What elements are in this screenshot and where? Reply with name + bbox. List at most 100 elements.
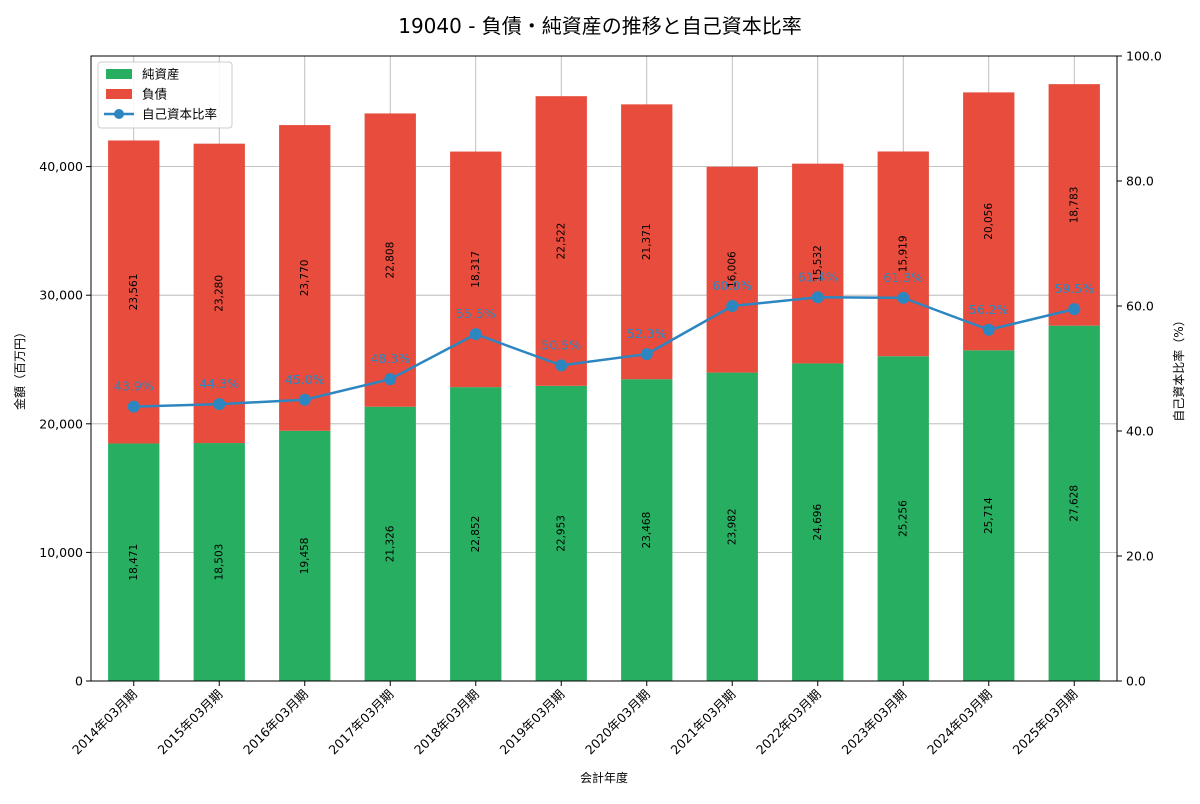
bar-liabilities	[193, 143, 245, 444]
bar-label-net-assets: 27,628	[1068, 485, 1080, 522]
x-tick-label: 2020年03月期	[582, 687, 653, 758]
ratio-point-label: 43.9%	[114, 379, 154, 394]
ratio-line-series: 43.9% 44.3% 45.0% 48.3% 55.5% 50.5% 52.3% 60.0%…	[114, 269, 1094, 413]
bar-label-net-assets: 25,714	[983, 497, 995, 534]
bar-label-net-assets: 24,696	[812, 504, 824, 541]
bar-label-liabilities: 15,532	[812, 245, 824, 282]
bar-label-net-assets: 19,458	[299, 538, 311, 575]
bar-label-liabilities: 20,056	[983, 203, 995, 240]
bar-net-assets	[535, 385, 587, 681]
x-tick-label: 2017年03月期	[326, 687, 397, 758]
ratio-point-label: 44.3%	[199, 376, 239, 391]
bar-liabilities	[535, 96, 587, 386]
y-tick-label: 20,000	[39, 416, 83, 431]
x-tick-label: 2023年03月期	[839, 687, 910, 758]
ratio-point-label: 48.3%	[370, 351, 410, 366]
bar-label-liabilities: 16,006	[726, 251, 738, 288]
y-tick-label: 30,000	[39, 288, 83, 303]
bar-label-liabilities: 21,371	[641, 223, 653, 260]
y2-tick-label: 60.0	[1126, 299, 1154, 314]
bar-label-liabilities: 15,919	[897, 235, 909, 272]
bar-net-assets	[193, 443, 245, 681]
x-tick-label: 2018年03月期	[411, 687, 482, 758]
bar-label-net-assets: 21,326	[384, 525, 396, 562]
legend-label-ratio: 自己資本比率	[142, 107, 217, 122]
ratio-point	[555, 359, 568, 372]
ratio-point-label: 50.5%	[541, 337, 581, 352]
bar-liabilities	[792, 163, 844, 364]
y2-tick-label: 80.0	[1126, 174, 1154, 189]
ratio-point-label: 61.4%	[798, 269, 838, 284]
bar-net-assets	[963, 350, 1015, 681]
bar-label-liabilities: 18,783	[1068, 187, 1080, 224]
bar-net-assets	[108, 443, 160, 681]
bar-label-net-assets: 22,852	[470, 516, 482, 553]
x-tick-label: 2016年03月期	[240, 687, 311, 758]
bar-net-assets	[364, 406, 416, 681]
x-tick-label: 2014年03月期	[69, 687, 140, 758]
y2-tick-label: 40.0	[1126, 424, 1154, 439]
y-tick-label: 10,000	[39, 545, 83, 560]
ratio-point	[640, 348, 653, 361]
plot-frame	[90, 55, 1118, 682]
y2-tick-label: 20.0	[1126, 549, 1154, 564]
ratio-point-label: 61.3%	[883, 270, 923, 285]
y2-tick-label: 0.0	[1126, 674, 1146, 689]
x-tick-label: 2024年03月期	[924, 687, 995, 758]
legend-swatch-liabilities	[106, 89, 132, 99]
y-axis-right: 0.0 20.0 40.0 60.0 80.0 100.0	[1117, 49, 1162, 689]
bar-liabilities	[621, 104, 673, 380]
ratio-line	[133, 295, 1075, 408]
legend-label-net-assets: 純資産	[142, 67, 180, 82]
bar-liabilities	[108, 140, 160, 444]
bar-series	[108, 84, 1100, 681]
bar-net-assets	[279, 430, 331, 681]
y-tick-label: 0	[75, 674, 83, 689]
y2-tick-label: 100.0	[1126, 49, 1162, 64]
chart-title: 19040 - 負債・純資産の推移と自己資本比率	[398, 14, 802, 38]
x-tick-label: 2015年03月期	[155, 687, 226, 758]
bar-label-net-assets: 22,953	[555, 515, 567, 552]
bar-label-net-assets: 23,468	[641, 512, 653, 549]
ratio-point	[213, 398, 226, 411]
legend-label-liabilities: 負債	[142, 87, 167, 102]
bar-label-liabilities: 18,317	[470, 251, 482, 288]
y-axis-right-label: 自己資本比率（%）	[1171, 314, 1186, 421]
legend-swatch-ratio-marker	[114, 109, 124, 119]
bar-net-assets	[877, 356, 929, 681]
bar-liabilities	[1048, 84, 1100, 326]
bar-liabilities	[279, 125, 331, 431]
ratio-point-label: 45.0%	[285, 372, 325, 387]
bar-value-labels: 18,471 23,561 18,503 23,280 19,458 23,770 21,3…	[128, 187, 1081, 581]
bar-label-liabilities: 22,808	[384, 242, 396, 279]
bar-label-net-assets: 25,256	[897, 500, 909, 537]
bar-label-liabilities: 23,561	[128, 274, 140, 311]
ratio-point	[726, 300, 739, 312]
bar-liabilities	[877, 151, 929, 357]
x-axis-label: 会計年度	[580, 770, 628, 785]
ratio-point-label: 59.5%	[1054, 281, 1094, 296]
bar-net-assets	[450, 387, 502, 681]
bar-net-assets	[706, 372, 758, 681]
bar-label-liabilities: 22,522	[555, 223, 567, 260]
x-tick-label: 2021年03月期	[668, 687, 739, 758]
bar-net-assets	[621, 379, 673, 681]
ratio-point	[811, 291, 824, 304]
ratio-point-label: 52.3%	[627, 326, 667, 341]
bar-net-assets	[792, 363, 844, 681]
bar-label-net-assets: 23,982	[726, 508, 738, 545]
bar-label-liabilities: 23,770	[299, 260, 311, 297]
ratio-point	[897, 291, 910, 304]
bar-label-liabilities: 23,280	[213, 275, 225, 312]
ratio-point	[469, 328, 482, 341]
bar-liabilities	[364, 113, 416, 407]
y-axis-left-label: 金額（百万円）	[12, 326, 27, 410]
bar-liabilities	[706, 166, 758, 373]
x-tick-label: 2022年03月期	[753, 687, 824, 758]
ratio-point-label: 56.2%	[969, 302, 1009, 317]
legend-swatch-net-assets	[106, 69, 132, 79]
bar-liabilities	[963, 92, 1015, 351]
bar-label-net-assets: 18,503	[213, 544, 225, 581]
